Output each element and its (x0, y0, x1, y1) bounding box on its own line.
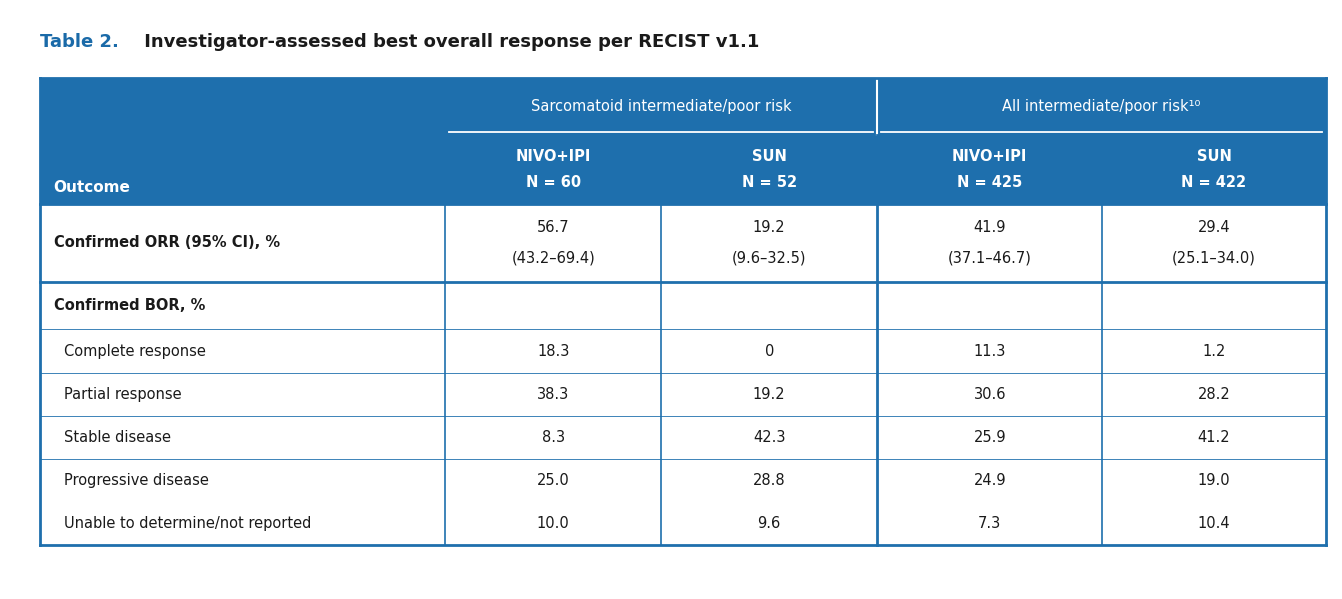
FancyBboxPatch shape (40, 204, 1326, 545)
Text: 1.2: 1.2 (1202, 343, 1225, 359)
FancyBboxPatch shape (40, 416, 1326, 459)
Text: N = 60: N = 60 (526, 175, 581, 190)
Text: 8.3: 8.3 (542, 429, 565, 445)
Text: 10.4: 10.4 (1197, 516, 1231, 531)
Text: (25.1–34.0): (25.1–34.0) (1172, 250, 1256, 265)
Text: N = 52: N = 52 (742, 175, 797, 190)
Text: Outcome: Outcome (54, 180, 130, 195)
Text: 10.0: 10.0 (537, 516, 569, 531)
Text: N = 425: N = 425 (957, 175, 1023, 190)
Text: Sarcomatoid intermediate/poor risk: Sarcomatoid intermediate/poor risk (531, 99, 792, 114)
Text: 56.7: 56.7 (537, 220, 569, 235)
FancyBboxPatch shape (40, 78, 1326, 135)
Text: Unable to determine/not reported: Unable to determine/not reported (64, 516, 311, 531)
Text: N = 422: N = 422 (1181, 175, 1247, 190)
Text: 41.9: 41.9 (973, 220, 1006, 235)
FancyBboxPatch shape (40, 459, 1326, 502)
Text: (37.1–46.7): (37.1–46.7) (947, 250, 1032, 265)
Text: 25.0: 25.0 (537, 473, 569, 488)
Text: All intermediate/poor risk¹⁰: All intermediate/poor risk¹⁰ (1002, 99, 1201, 114)
Text: 30.6: 30.6 (973, 386, 1006, 402)
Text: (9.6–32.5): (9.6–32.5) (731, 250, 807, 265)
Text: 0: 0 (765, 343, 774, 359)
FancyBboxPatch shape (40, 135, 1326, 204)
Text: Progressive disease: Progressive disease (64, 473, 209, 488)
Text: 38.3: 38.3 (537, 386, 569, 402)
Text: Partial response: Partial response (64, 386, 183, 402)
Text: 28.2: 28.2 (1197, 386, 1231, 402)
Text: (43.2–69.4): (43.2–69.4) (511, 250, 595, 265)
Text: 28.8: 28.8 (753, 473, 785, 488)
Text: Confirmed ORR (95% CI), %: Confirmed ORR (95% CI), % (54, 235, 279, 250)
Text: 42.3: 42.3 (753, 429, 785, 445)
Text: 18.3: 18.3 (537, 343, 569, 359)
Text: Complete response: Complete response (64, 343, 207, 359)
Text: 7.3: 7.3 (978, 516, 1001, 531)
FancyBboxPatch shape (40, 502, 1326, 545)
Text: SUN: SUN (752, 149, 786, 164)
Text: 19.2: 19.2 (753, 220, 785, 235)
Text: NIVO+IPI: NIVO+IPI (951, 149, 1028, 164)
Text: SUN: SUN (1197, 149, 1232, 164)
Text: 9.6: 9.6 (758, 516, 781, 531)
Text: 24.9: 24.9 (973, 473, 1006, 488)
Text: NIVO+IPI: NIVO+IPI (515, 149, 590, 164)
Text: 41.2: 41.2 (1197, 429, 1231, 445)
FancyBboxPatch shape (40, 373, 1326, 416)
Text: 25.9: 25.9 (973, 429, 1006, 445)
Text: 19.0: 19.0 (1197, 473, 1231, 488)
Text: 29.4: 29.4 (1197, 220, 1231, 235)
Text: Confirmed BOR, %: Confirmed BOR, % (54, 298, 205, 313)
Text: 19.2: 19.2 (753, 386, 785, 402)
Text: Investigator-assessed best overall response per RECIST v1.1: Investigator-assessed best overall respo… (138, 33, 760, 51)
FancyBboxPatch shape (40, 329, 1326, 373)
Text: Stable disease: Stable disease (64, 429, 172, 445)
Text: 11.3: 11.3 (973, 343, 1006, 359)
Text: Table 2.: Table 2. (40, 33, 119, 51)
